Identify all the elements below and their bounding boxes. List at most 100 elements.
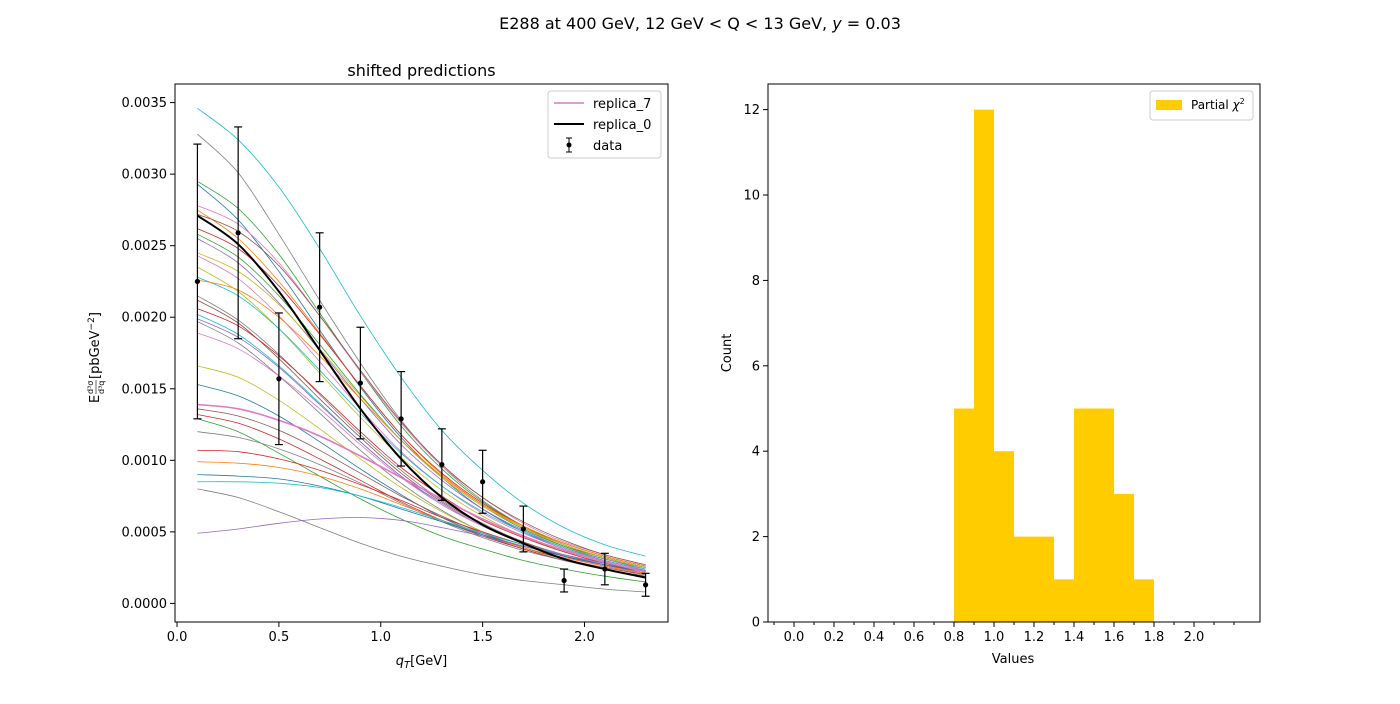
svg-text:E: E	[88, 395, 103, 403]
histogram-bar	[1074, 408, 1094, 622]
replica-7-line	[197, 403, 646, 573]
left-y-tick-label: 0.0010	[122, 454, 168, 469]
right-x-tick-label: 0.2	[824, 630, 845, 645]
right-x-tick-label: 1.6	[1104, 630, 1125, 645]
right-x-tick-label: 0.8	[944, 630, 965, 645]
left-plot-frame	[174, 83, 669, 623]
data-point	[560, 568, 569, 593]
left-chart: shifted predictions 0.0 0.5 1.0 1.5 2.0 0.00…	[86, 61, 669, 671]
left-y-tick-label: 0.0035	[122, 96, 168, 111]
left-x-tick-label: 0.0	[167, 630, 188, 645]
right-x-tick-label: 0.4	[864, 630, 885, 645]
left-y-tick-label: 0.0030	[122, 168, 168, 183]
left-x-ticks: 0.0 0.5 1.0 1.5 2.0	[167, 622, 595, 645]
left-highlight-group	[196, 214, 646, 579]
right-legend: Partial χ2	[1149, 90, 1254, 121]
replica-line-14	[197, 276, 646, 570]
left-y-tick-label: 0.0020	[122, 311, 168, 326]
histogram-bar	[1054, 579, 1074, 622]
replica-line-27	[197, 418, 646, 583]
right-legend-box	[1149, 90, 1254, 121]
right-y-tick-label: 12	[743, 103, 760, 118]
histogram-bar	[1114, 493, 1134, 622]
right-x-tick-label: 0.0	[784, 630, 805, 645]
svg-text:d³q: d³q	[97, 381, 106, 394]
histogram-bar	[954, 408, 974, 622]
left-plot-background	[175, 84, 668, 622]
replica-line-15	[197, 279, 646, 567]
left-y-tick-label: 0.0025	[122, 239, 168, 254]
histogram-bar	[1014, 536, 1034, 622]
histogram-bar	[1094, 408, 1114, 622]
right-x-tick-label: 1.4	[1064, 630, 1085, 645]
right-bars-group	[954, 109, 1154, 623]
left-y-tick-label: 0.0000	[122, 597, 168, 612]
replica-line-11	[197, 252, 646, 568]
left-x-tick-label: 1.0	[370, 630, 391, 645]
left-y-axis-label: E d³σ d³q [pbGeV−2]	[86, 312, 106, 403]
right-x-axis-label: Values	[992, 652, 1035, 667]
replica-line-18	[197, 308, 646, 573]
left-chart-title: shifted predictions	[347, 61, 495, 80]
right-x-tick-label: 1.0	[984, 630, 1005, 645]
right-chart: 0.0 0.2 0.4 0.6 0.8 1.0 1.2 1.4 1.6 1.8 2.0 0 2 4 6 8 1…	[720, 83, 1261, 667]
right-x-tick-label: 1.8	[1144, 630, 1165, 645]
data-point	[315, 232, 324, 383]
replica-line-7	[197, 213, 646, 566]
legend-swatch-data	[566, 137, 572, 153]
figure-title: E288 at 400 GeV, 12 GeV < Q < 13 GeV, y …	[499, 14, 901, 33]
replica-line-34	[197, 517, 646, 571]
legend-label-replica-0: replica_0	[593, 118, 651, 133]
data-point	[478, 449, 487, 514]
left-y-tick-label: 0.0015	[122, 382, 168, 397]
histogram-bar	[1134, 579, 1154, 622]
right-y-tick-label: 4	[752, 445, 760, 460]
data-point	[641, 572, 650, 597]
right-y-tick-label: 8	[752, 274, 760, 289]
replica-0-line	[196, 214, 646, 579]
legend-label-partial-chi2: Partial χ2	[1191, 97, 1245, 112]
data-point	[356, 326, 365, 440]
svg-text:[pbGeV−2]: [pbGeV−2]	[87, 312, 103, 379]
histogram-bar	[994, 451, 1014, 622]
replica-line-5	[197, 205, 646, 566]
right-x-tick-label: 2.0	[1184, 630, 1205, 645]
left-data-points-group	[193, 126, 650, 597]
left-x-tick-label: 2.0	[574, 630, 595, 645]
left-x-tick-label: 1.5	[472, 630, 493, 645]
right-y-ticks: 0 2 4 6 8 10 12	[743, 103, 768, 631]
left-x-tick-label: 0.5	[269, 630, 290, 645]
data-point	[234, 126, 243, 340]
right-y-tick-label: 0	[752, 616, 760, 631]
left-legend: replica_7 replica_0 data	[547, 90, 662, 159]
left-legend-box	[547, 90, 662, 159]
data-point	[519, 505, 528, 553]
replica-line-33	[197, 488, 646, 593]
histogram-bar	[1034, 536, 1054, 622]
data-point	[437, 428, 446, 501]
right-y-axis-label: Count	[720, 334, 735, 373]
data-point	[274, 312, 283, 446]
legend-label-data: data	[593, 139, 622, 154]
legend-swatch-partial-chi2	[1156, 100, 1182, 110]
data-point	[600, 552, 609, 586]
data-point	[193, 143, 202, 420]
right-y-tick-label: 6	[752, 359, 760, 374]
left-y-ticks: 0.0000 0.0005 0.0010 0.0015 0.0020 0.0025 0.00…	[122, 96, 175, 612]
right-y-tick-label: 2	[752, 530, 760, 545]
right-y-tick-label: 10	[743, 189, 760, 204]
left-x-axis-label: qT[GeV]	[396, 654, 447, 671]
data-point	[397, 371, 406, 467]
replica-line-30	[197, 461, 646, 574]
right-x-tick-label: 1.2	[1024, 630, 1045, 645]
svg-text:d³σ: d³σ	[86, 381, 95, 394]
left-y-tick-label: 0.0005	[122, 525, 168, 540]
replica-line-1	[197, 107, 646, 557]
legend-label-replica-7: replica_7	[593, 97, 651, 112]
histogram-bar	[974, 109, 994, 623]
replica-line-31	[197, 474, 646, 573]
right-x-ticks: 0.0 0.2 0.4 0.6 0.8 1.0 1.2 1.4 1.6 1.8 2.0	[773, 622, 1235, 645]
right-x-tick-label: 0.6	[904, 630, 925, 645]
